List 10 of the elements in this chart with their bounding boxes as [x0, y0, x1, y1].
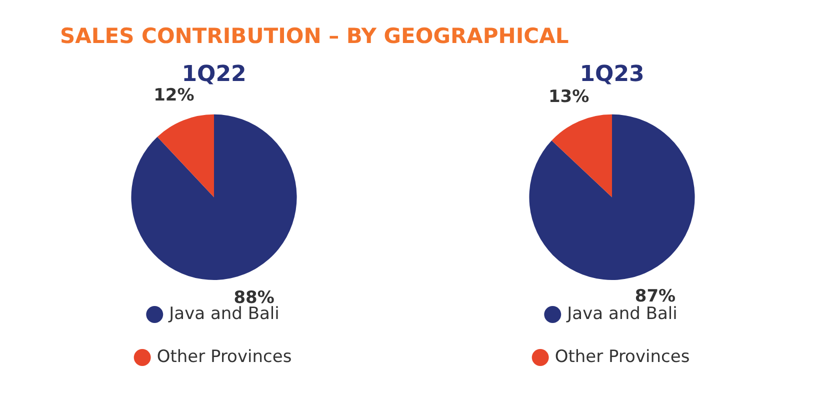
data-label: 12% — [154, 85, 194, 106]
legend-label: Java and Bali — [566, 304, 678, 324]
chart-subtitle: 1Q22 — [182, 62, 246, 87]
chart-subtitle: 1Q23 — [580, 62, 644, 87]
legend-label: Other Provinces — [554, 346, 690, 367]
legend-label: Java and Bali — [168, 304, 280, 324]
legend-label: Other Provinces — [156, 346, 292, 367]
data-label: 87% — [634, 286, 676, 306]
data-label: 13% — [548, 86, 590, 107]
chart-title: SALES CONTRIBUTION – BY GEOGRAPHICAL — [60, 24, 569, 48]
